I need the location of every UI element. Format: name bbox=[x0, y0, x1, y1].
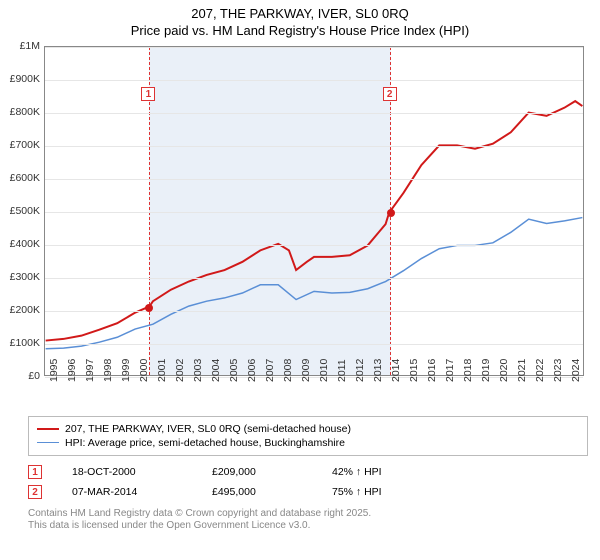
y-axis-label: £700K bbox=[10, 139, 40, 151]
x-axis-label: 2013 bbox=[372, 358, 384, 381]
event-date: 18-OCT-2000 bbox=[72, 466, 182, 478]
y-axis-label: £400K bbox=[10, 238, 40, 250]
x-axis-label: 2017 bbox=[444, 358, 456, 381]
x-axis-label: 2004 bbox=[210, 358, 222, 381]
y-axis-label: £100K bbox=[10, 337, 40, 349]
event-date: 07-MAR-2014 bbox=[72, 486, 182, 498]
x-axis-label: 2023 bbox=[552, 358, 564, 381]
legend-swatch bbox=[37, 428, 59, 430]
event-row: 2 07-MAR-2014 £495,000 75% ↑ HPI bbox=[28, 482, 588, 502]
x-axis-label: 2022 bbox=[534, 358, 546, 381]
x-axis-label: 2007 bbox=[264, 358, 276, 381]
x-axis-label: 1995 bbox=[48, 358, 60, 381]
event-marker: 1 bbox=[141, 87, 155, 101]
y-axis-label: £0 bbox=[28, 370, 40, 382]
x-axis-label: 2010 bbox=[318, 358, 330, 381]
x-axis-label: 2018 bbox=[462, 358, 474, 381]
copyright-line1: Contains HM Land Registry data © Crown c… bbox=[28, 508, 588, 521]
series-svg bbox=[45, 47, 583, 375]
x-axis-label: 2014 bbox=[390, 358, 402, 381]
x-axis-label: 2008 bbox=[282, 358, 294, 381]
x-axis-label: 2015 bbox=[408, 358, 420, 381]
copyright-notice: Contains HM Land Registry data © Crown c… bbox=[28, 508, 588, 533]
title-subtitle: Price paid vs. HM Land Registry's House … bbox=[0, 23, 600, 40]
x-axis-label: 2001 bbox=[156, 358, 168, 381]
x-axis-label: 2016 bbox=[426, 358, 438, 381]
y-axis-label: £500K bbox=[10, 205, 40, 217]
chart-title-block: 207, THE PARKWAY, IVER, SL0 0RQ Price pa… bbox=[0, 0, 600, 42]
chart-area: 12 £0£100K£200K£300K£400K£500K£600K£700K… bbox=[0, 46, 600, 412]
x-axis-label: 2011 bbox=[336, 359, 348, 382]
legend-swatch bbox=[37, 442, 59, 443]
x-axis-label: 1996 bbox=[66, 358, 78, 381]
series-property bbox=[46, 101, 583, 340]
legend-label: 207, THE PARKWAY, IVER, SL0 0RQ (semi-de… bbox=[65, 423, 351, 435]
event-marker: 2 bbox=[28, 485, 42, 499]
y-axis-label: £1M bbox=[20, 40, 40, 52]
legend-item: 207, THE PARKWAY, IVER, SL0 0RQ (semi-de… bbox=[37, 422, 579, 436]
x-axis-label: 2006 bbox=[246, 358, 258, 381]
x-axis-label: 2003 bbox=[192, 358, 204, 381]
x-axis-label: 2020 bbox=[498, 358, 510, 381]
x-axis-label: 1999 bbox=[120, 358, 132, 381]
event-price: £495,000 bbox=[212, 486, 302, 498]
event-price: £209,000 bbox=[212, 466, 302, 478]
sale-point bbox=[387, 209, 395, 217]
legend-item: HPI: Average price, semi-detached house,… bbox=[37, 436, 579, 450]
series-hpi bbox=[46, 217, 583, 348]
title-address: 207, THE PARKWAY, IVER, SL0 0RQ bbox=[0, 6, 600, 23]
event-marker: 2 bbox=[383, 87, 397, 101]
y-axis-label: £300K bbox=[10, 271, 40, 283]
event-delta: 42% ↑ HPI bbox=[332, 466, 382, 478]
y-axis-label: £200K bbox=[10, 304, 40, 316]
y-axis-label: £900K bbox=[10, 73, 40, 85]
event-marker: 1 bbox=[28, 465, 42, 479]
sale-point bbox=[145, 304, 153, 312]
x-axis-label: 1998 bbox=[102, 358, 114, 381]
x-axis-label: 2000 bbox=[138, 358, 150, 381]
x-axis-label: 2024 bbox=[570, 358, 582, 381]
x-axis-label: 2019 bbox=[480, 358, 492, 381]
x-axis-label: 2012 bbox=[354, 358, 366, 381]
x-axis-label: 2021 bbox=[516, 358, 528, 381]
legend: 207, THE PARKWAY, IVER, SL0 0RQ (semi-de… bbox=[28, 416, 588, 456]
x-axis-label: 2009 bbox=[300, 358, 312, 381]
plot-region: 12 bbox=[44, 46, 584, 376]
copyright-line2: This data is licensed under the Open Gov… bbox=[28, 520, 588, 533]
y-axis-label: £800K bbox=[10, 106, 40, 118]
legend-label: HPI: Average price, semi-detached house,… bbox=[65, 437, 345, 449]
x-axis-label: 1997 bbox=[84, 358, 96, 381]
sale-events: 1 18-OCT-2000 £209,000 42% ↑ HPI 2 07-MAR-201… bbox=[28, 462, 588, 502]
y-axis-label: £600K bbox=[10, 172, 40, 184]
x-axis-label: 2005 bbox=[228, 358, 240, 381]
event-row: 1 18-OCT-2000 £209,000 42% ↑ HPI bbox=[28, 462, 588, 482]
event-delta: 75% ↑ HPI bbox=[332, 486, 382, 498]
x-axis-label: 2002 bbox=[174, 358, 186, 381]
